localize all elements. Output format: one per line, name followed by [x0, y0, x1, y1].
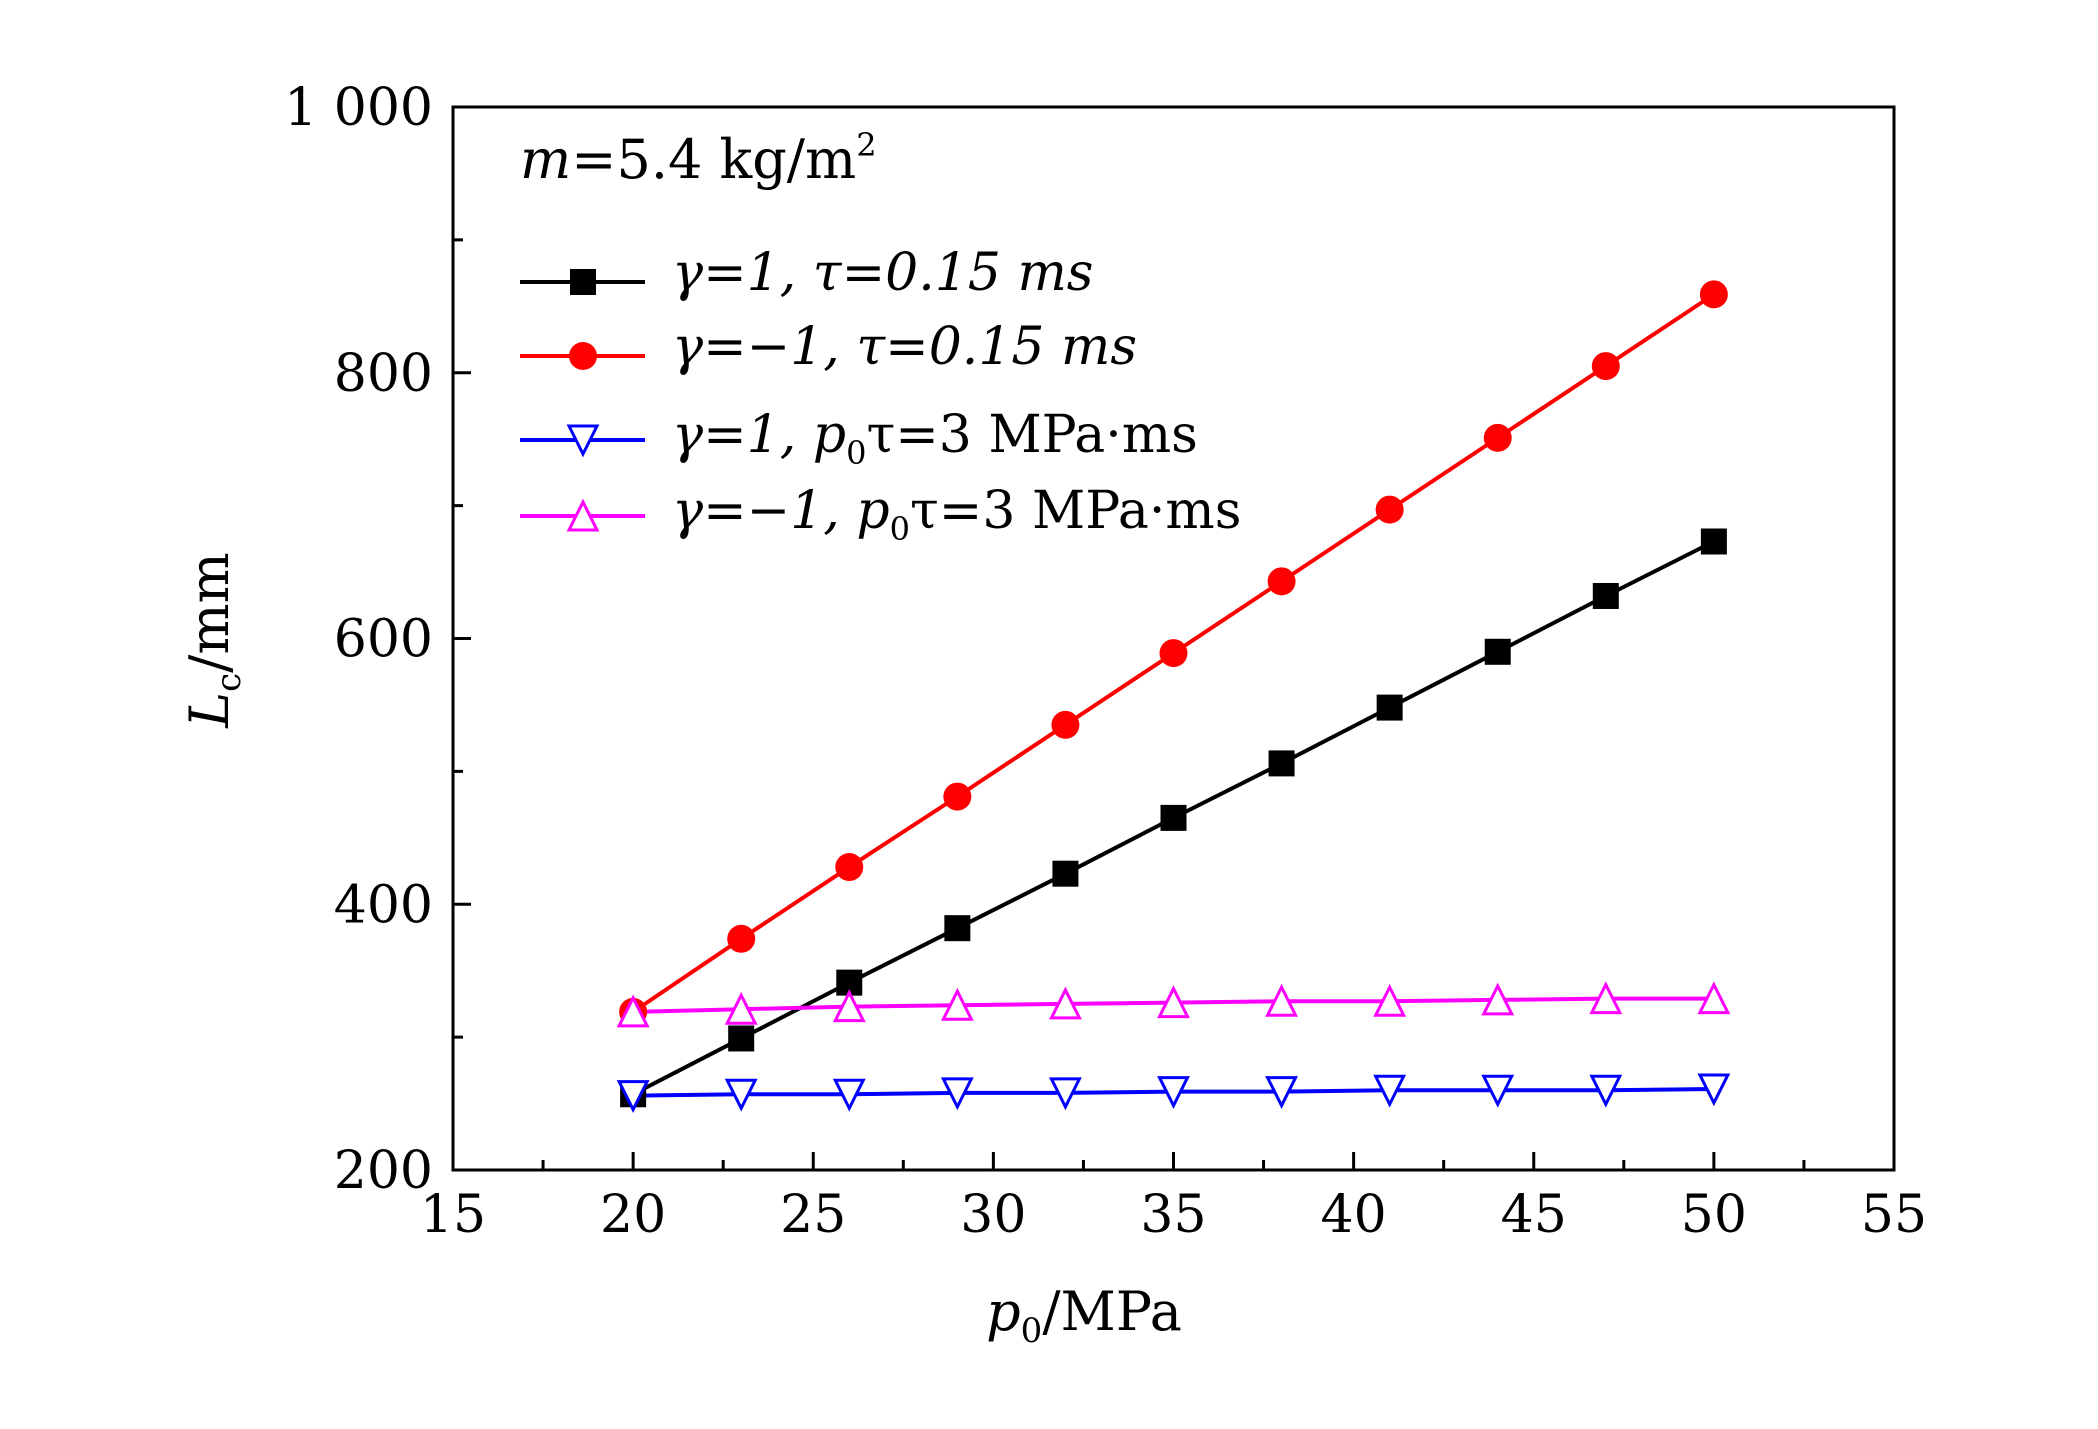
legend-item-s3: γ=1, p0τ=3 MPa·ms — [520, 405, 1198, 472]
legend-label-s4: γ=−1, p0τ=3 MPa·ms — [672, 481, 1241, 548]
data-point-s2 — [1159, 639, 1188, 668]
data-point-s2 — [1591, 352, 1620, 381]
data-point-s4 — [724, 991, 758, 1025]
x-tick-label: 45 — [1501, 1185, 1567, 1245]
data-point-s2 — [1375, 495, 1404, 524]
x-tick-label: 35 — [1140, 1185, 1206, 1245]
data-point-s1 — [1268, 750, 1295, 777]
legend-label-s1: γ=1, τ=0.15 ms — [672, 243, 1093, 303]
legend-marker-s3 — [566, 424, 600, 458]
data-point-s4 — [1481, 982, 1515, 1016]
y-tick-label: 1 000 — [284, 78, 433, 138]
data-point-s3 — [1697, 1073, 1731, 1107]
data-point-s1 — [1484, 638, 1511, 665]
data-point-s3 — [1373, 1074, 1407, 1108]
data-point-s1 — [728, 1025, 755, 1052]
legend-marker-s4 — [566, 498, 600, 532]
legend-label-s2: γ=−1, τ=0.15 ms — [672, 317, 1137, 377]
ticks: 15 20 25 30 35 40 45 50 55 200 400 600 800 1 000 — [284, 78, 1927, 1245]
legend: γ=1, τ=0.15 ms γ=−1, τ=0.15 ms γ=1, p0τ=… — [520, 243, 1241, 548]
data-point-s1 — [1592, 582, 1619, 609]
data-point-s3 — [1048, 1077, 1082, 1111]
series-markers — [616, 280, 1731, 1113]
data-point-s4 — [1048, 986, 1082, 1020]
legend-marker-s2 — [569, 342, 597, 370]
data-point-s1 — [1700, 528, 1727, 555]
data-point-s2 — [1699, 280, 1728, 309]
x-tick-label: 15 — [420, 1185, 486, 1245]
y-axis-label: Lc/mm — [178, 552, 249, 729]
y-tick-label: 800 — [334, 344, 433, 404]
data-point-s2 — [727, 924, 756, 953]
data-point-s1 — [944, 915, 971, 942]
legend-item-s2: γ=−1, τ=0.15 ms — [520, 317, 1137, 377]
legend-item-s4: γ=−1, p0τ=3 MPa·ms — [520, 481, 1241, 548]
data-point-s4 — [1157, 985, 1190, 1019]
legend-label-s3: γ=1, p0τ=3 MPa·ms — [672, 405, 1198, 472]
data-point-s4 — [1589, 981, 1623, 1015]
data-point-s3 — [724, 1078, 758, 1112]
y-tick-label: 400 — [334, 875, 433, 935]
x-tick-label: 20 — [600, 1185, 666, 1245]
x-tick-label: 40 — [1321, 1185, 1387, 1245]
data-point-s4 — [1265, 983, 1299, 1017]
data-point-s3 — [832, 1078, 866, 1112]
data-point-s2 — [1267, 567, 1296, 596]
mass-annotation: m=5.4 kg/m2 — [520, 126, 877, 191]
data-point-s1 — [1052, 860, 1079, 887]
data-point-s3 — [1589, 1074, 1623, 1108]
data-point-s2 — [943, 782, 972, 811]
data-point-s3 — [1481, 1074, 1515, 1108]
data-point-s1 — [1376, 694, 1403, 721]
x-tick-label: 25 — [780, 1185, 846, 1245]
data-point-s3 — [1265, 1076, 1299, 1109]
x-axis-label: p0/MPa — [986, 1280, 1182, 1351]
data-point-s3 — [616, 1080, 650, 1113]
y-tick-label: 600 — [334, 610, 433, 670]
data-point-s4 — [1373, 983, 1407, 1017]
data-point-s1 — [1160, 804, 1187, 831]
data-point-s4 — [1697, 981, 1731, 1015]
legend-marker-s1 — [570, 269, 596, 295]
legend-item-s1: γ=1, τ=0.15 ms — [520, 243, 1093, 303]
x-tick-label: 50 — [1681, 1185, 1747, 1245]
data-point-s3 — [1157, 1076, 1190, 1109]
data-point-s2 — [835, 853, 864, 882]
x-tick-label: 55 — [1861, 1185, 1927, 1245]
y-tick-label: 200 — [334, 1141, 433, 1201]
data-point-s2 — [1051, 710, 1080, 739]
data-point-s3 — [940, 1077, 974, 1111]
data-point-s4 — [940, 987, 974, 1021]
data-point-s4 — [832, 989, 866, 1023]
data-point-s2 — [1483, 423, 1512, 452]
data-point-s4 — [616, 994, 650, 1028]
x-tick-label: 30 — [960, 1185, 1026, 1245]
